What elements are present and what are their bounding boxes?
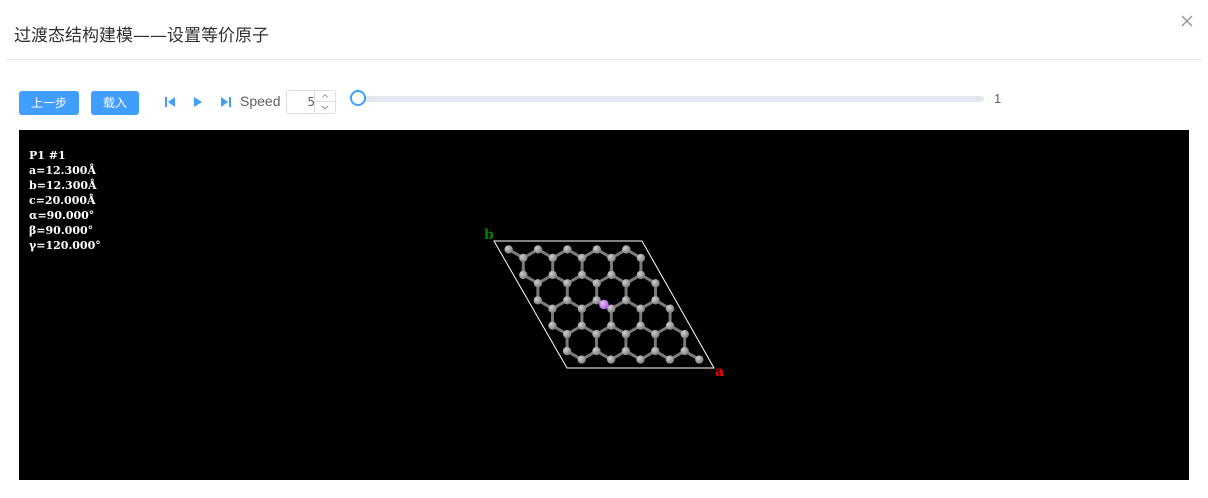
carbon-atom[interactable] <box>519 253 528 263</box>
load-button[interactable]: 载入 <box>91 91 140 115</box>
carbon-atom[interactable] <box>606 355 616 364</box>
carbon-atom[interactable] <box>651 346 660 356</box>
carbon-atom[interactable] <box>533 279 543 288</box>
carbon-atom[interactable] <box>548 253 557 263</box>
dopant-atom[interactable] <box>599 299 609 310</box>
skip-back-icon[interactable] <box>163 95 177 109</box>
skip-forward-icon[interactable] <box>219 95 233 109</box>
chevron-down-icon[interactable] <box>315 102 335 113</box>
structure-viewer[interactable]: P1 #1 a=12.300Å b=12.300Å c=20.000Å α=90… <box>19 130 1189 480</box>
carbon-atom[interactable] <box>665 304 675 313</box>
carbon-atom[interactable] <box>607 321 616 330</box>
stepper-buttons <box>314 91 335 113</box>
carbon-atom[interactable] <box>519 270 528 280</box>
carbon-atom[interactable] <box>563 279 572 288</box>
carbon-atom[interactable] <box>607 270 616 280</box>
carbon-atom[interactable] <box>592 296 601 305</box>
carbon-atom[interactable] <box>563 245 572 254</box>
cell-info-line: α=90.000° <box>29 209 95 222</box>
prev-step-button[interactable]: 上一步 <box>19 91 80 115</box>
play-icon[interactable] <box>191 95 205 109</box>
carbon-atom[interactable] <box>651 296 660 305</box>
carbon-atom[interactable] <box>636 270 646 280</box>
carbon-atom[interactable] <box>622 245 631 254</box>
carbon-atom[interactable] <box>577 304 587 313</box>
carbon-atom[interactable] <box>562 346 572 356</box>
close-icon[interactable] <box>1178 12 1196 30</box>
carbon-atom[interactable] <box>533 245 543 254</box>
carbon-atom[interactable] <box>577 321 587 330</box>
cell-info-line: P1 #1 <box>29 149 66 162</box>
carbon-atom[interactable] <box>504 245 513 254</box>
chevron-up-icon[interactable] <box>315 91 335 102</box>
carbon-atom[interactable] <box>636 355 645 364</box>
carbon-atom[interactable] <box>607 253 616 263</box>
cell-info: P1 #1 a=12.300Å b=12.300Å c=20.000Å α=90… <box>29 148 101 253</box>
carbon-atom[interactable] <box>577 270 587 280</box>
cell-info-line: c=20.000Å <box>29 194 96 207</box>
cell-info-line: b=12.300Å <box>29 179 97 192</box>
carbon-atom[interactable] <box>665 355 675 364</box>
carbon-atom[interactable] <box>636 321 645 330</box>
speed-value[interactable]: 5 <box>307 95 315 109</box>
carbon-atom[interactable] <box>665 321 675 330</box>
carbon-atom[interactable] <box>592 346 601 356</box>
carbon-atom[interactable] <box>651 279 660 288</box>
carbon-atom[interactable] <box>680 346 689 356</box>
header-divider <box>6 59 1202 60</box>
speed-label: Speed <box>240 93 281 109</box>
dialog-title: 过渡态结构建模——设置等价原子 <box>14 26 269 46</box>
carbon-atom[interactable] <box>548 321 557 330</box>
carbon-atom[interactable] <box>621 279 631 288</box>
carbon-atom[interactable] <box>533 296 543 305</box>
carbon-atom[interactable] <box>636 253 646 263</box>
carbon-atom[interactable] <box>577 355 586 364</box>
molecule-canvas[interactable]: a b <box>19 130 1189 480</box>
carbon-atom[interactable] <box>680 329 689 339</box>
carbon-atom[interactable] <box>562 329 572 339</box>
cell-info-line: a=12.300Å <box>29 164 96 177</box>
frame-slider-handle[interactable] <box>350 90 366 106</box>
carbon-atom[interactable] <box>621 296 631 305</box>
axis-b-label: b <box>484 227 494 243</box>
carbon-atom[interactable] <box>621 346 631 356</box>
cell-info-line: γ=120.000° <box>29 239 101 252</box>
carbon-atom[interactable] <box>607 304 616 313</box>
carbon-atom[interactable] <box>592 245 602 254</box>
carbon-atom[interactable] <box>621 329 631 339</box>
toolbar: 上一步 载入 Speed 5 <box>0 88 1208 116</box>
atoms-group <box>504 245 704 364</box>
carbon-atom[interactable] <box>563 296 572 305</box>
axis-a-label: a <box>715 364 724 380</box>
dialog-header: 过渡态结构建模——设置等价原子 <box>0 0 1208 60</box>
carbon-atom[interactable] <box>695 355 704 364</box>
carbon-atom[interactable] <box>592 279 601 288</box>
carbon-atom[interactable] <box>548 304 557 313</box>
cell-info-line: β=90.000° <box>29 224 94 237</box>
frame-slider-track[interactable] <box>358 96 984 102</box>
frame-value: 1 <box>994 91 1002 106</box>
carbon-atom[interactable] <box>577 253 587 263</box>
unit-cell-outline <box>493 240 715 369</box>
carbon-atom[interactable] <box>592 329 601 339</box>
carbon-atom[interactable] <box>548 270 557 280</box>
carbon-atom[interactable] <box>636 304 645 313</box>
speed-stepper[interactable]: 5 <box>286 90 336 114</box>
carbon-atom[interactable] <box>651 329 660 339</box>
